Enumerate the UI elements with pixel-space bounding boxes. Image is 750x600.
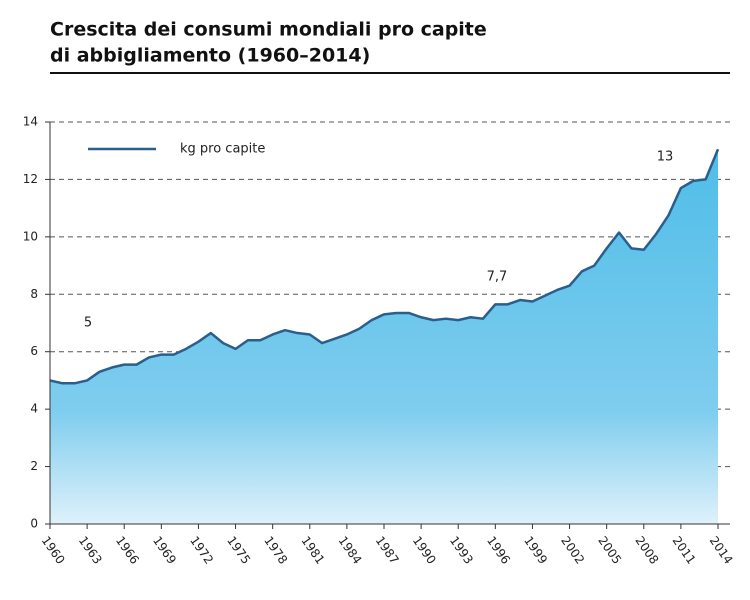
y-tick-label: 12 <box>23 172 38 186</box>
x-tick-label: 2014 <box>707 534 736 567</box>
x-tick-label: 1987 <box>373 534 402 567</box>
x-tick-label: 1975 <box>224 534 253 567</box>
x-tick-label: 1984 <box>336 534 365 567</box>
x-tick-label: 1993 <box>447 534 476 567</box>
x-tick-label: 2008 <box>632 534 661 567</box>
annotation: 5 <box>84 316 92 331</box>
y-tick-label: 0 <box>30 517 38 531</box>
annotation: 13 <box>657 150 674 165</box>
chart-title: Crescita dei consumi mondiali pro capite <box>50 19 487 41</box>
chart-title: di abbigliamento (1960–2014) <box>50 45 370 67</box>
x-tick-label: 1966 <box>113 534 142 567</box>
y-tick-label: 4 <box>30 402 38 416</box>
y-tick-label: 2 <box>30 459 38 473</box>
x-tick-label: 1963 <box>76 534 105 567</box>
x-tick-label: 1999 <box>521 534 550 567</box>
annotation: 7,7 <box>487 270 508 285</box>
x-tick-label: 1990 <box>410 534 439 567</box>
x-tick-label: 1996 <box>484 534 513 567</box>
area-fill <box>50 149 718 524</box>
y-tick-label: 14 <box>23 115 38 129</box>
data-line <box>49 148 720 385</box>
x-tick-label: 1981 <box>298 534 327 567</box>
legend-label: kg pro capite <box>180 142 265 157</box>
x-tick-label: 2005 <box>595 534 624 567</box>
x-tick-label: 2011 <box>670 534 699 567</box>
x-tick-label: 1978 <box>261 534 290 567</box>
y-tick-label: 6 <box>30 344 38 358</box>
x-tick-label: 1969 <box>150 534 179 567</box>
y-tick-label: 10 <box>23 229 38 243</box>
y-tick-label: 8 <box>30 287 38 301</box>
x-tick-label: 2002 <box>558 534 587 567</box>
x-tick-label: 1972 <box>187 534 216 567</box>
x-tick-label: 1960 <box>39 534 68 567</box>
plot: 0 2 4 6 8 10 12 14 kg pro capite 1960 1963 1966 1969… <box>23 115 736 567</box>
